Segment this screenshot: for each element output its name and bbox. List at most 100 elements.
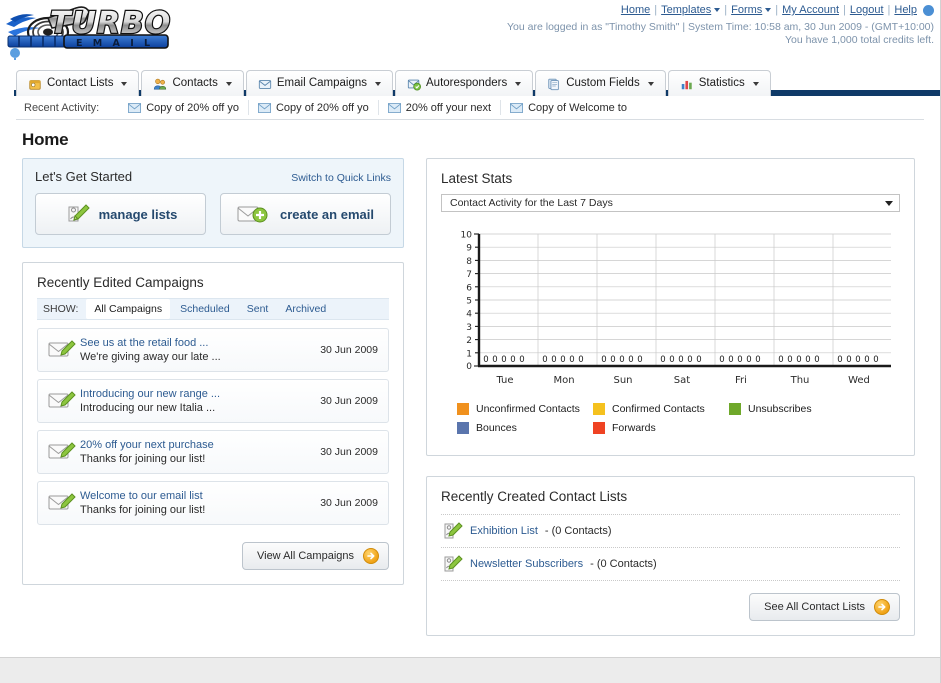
- top-link-home[interactable]: Home: [620, 4, 651, 16]
- legend-swatch: [457, 422, 469, 434]
- recent-activity-item[interactable]: Copy of 20% off yo: [119, 100, 248, 115]
- legend-label: Bounces: [476, 422, 517, 434]
- legend-swatch: [593, 403, 605, 415]
- nav-tab-contact-lists[interactable]: Contact Lists: [16, 70, 140, 96]
- see-all-contact-lists-label: See All Contact Lists: [764, 601, 865, 613]
- svg-text:0: 0: [483, 355, 488, 365]
- campaign-date: 30 Jun 2009: [320, 497, 378, 509]
- campaign-description: Thanks for joining our list!: [80, 504, 206, 516]
- help-dot-icon: [923, 4, 934, 16]
- svg-text:0: 0: [637, 355, 642, 365]
- top-link-forms[interactable]: Forms: [731, 4, 763, 16]
- svg-text:0: 0: [628, 355, 633, 365]
- svg-text:0: 0: [728, 355, 733, 365]
- svg-text:0: 0: [569, 355, 574, 365]
- campaign-subject: 20% off your next purchase: [80, 439, 214, 451]
- campaign-envelope-edit-icon: [48, 391, 76, 408]
- nav-tab-email-campaigns[interactable]: Email Campaigns: [245, 70, 393, 96]
- campaign-subject: Introducing our new range ...: [80, 388, 221, 400]
- legend-swatch: [593, 422, 605, 434]
- create-an-email-button[interactable]: create an email: [220, 193, 391, 235]
- svg-text:0: 0: [619, 355, 624, 365]
- manage-lists-label: manage lists: [98, 206, 178, 222]
- svg-text:5: 5: [466, 297, 472, 307]
- campaign-subject: See us at the retail food ...: [80, 337, 209, 349]
- contact-list-count: - (0 Contacts): [544, 525, 612, 537]
- campaign-description: Thanks for joining our list!: [80, 453, 206, 465]
- footer-strip: [0, 657, 940, 683]
- svg-text:Thu: Thu: [790, 375, 810, 386]
- arrow-right-icon: [363, 548, 379, 564]
- manage-lists-button[interactable]: manage lists: [35, 193, 206, 235]
- filter-archived[interactable]: Archived: [285, 303, 327, 315]
- campaign-envelope-edit-icon: [48, 340, 76, 357]
- top-link-help[interactable]: Help: [894, 4, 917, 16]
- chevron-down-icon: [121, 81, 128, 86]
- envelope-icon: [258, 79, 271, 89]
- view-all-campaigns-button[interactable]: View All Campaigns: [241, 542, 389, 570]
- filter-all-campaigns[interactable]: All Campaigns: [86, 299, 171, 319]
- campaign-filter-row: SHOW: All Campaigns Scheduled Sent Archi…: [37, 298, 389, 320]
- recent-activity-item[interactable]: Copy of Welcome to: [500, 100, 636, 115]
- svg-text:0: 0: [737, 355, 742, 365]
- svg-text:10: 10: [461, 231, 473, 241]
- filter-sent[interactable]: Sent: [246, 303, 269, 315]
- svg-text:0: 0: [846, 355, 851, 365]
- get-started-title: Let's Get Started: [35, 169, 133, 184]
- top-link-templates[interactable]: Templates: [661, 4, 712, 16]
- campaign-row[interactable]: Welcome to our email list Thanks for joi…: [37, 481, 389, 525]
- campaign-row[interactable]: Introducing our new range ... Introducin…: [37, 379, 389, 423]
- svg-text:0: 0: [678, 355, 683, 365]
- left-column: Let's Get Started Switch to Quick Links …: [22, 158, 404, 599]
- svg-text:Tue: Tue: [495, 375, 513, 386]
- chevron-down-icon: [885, 200, 893, 206]
- nav-tab-label: Autoresponders: [426, 76, 508, 89]
- chevron-down-icon: [225, 81, 232, 86]
- svg-text:0: 0: [864, 355, 869, 365]
- autoresponder-icon: [407, 79, 421, 90]
- svg-text:0: 0: [466, 362, 472, 372]
- main-navigation: Contact Lists Contacts Email Campa: [0, 64, 940, 96]
- recently-created-contact-lists-panel: Recently Created Contact Lists Exhibitio…: [426, 476, 915, 636]
- credits-line: You have 1,000 total credits left.: [784, 34, 934, 46]
- svg-text:0: 0: [805, 355, 810, 365]
- session-info: You are logged in as "Timothy Smith" | S…: [507, 21, 934, 47]
- contact-list-row[interactable]: Exhibition List - (0 Contacts): [441, 514, 900, 548]
- legend-item: Unconfirmed Contacts: [457, 403, 593, 415]
- chevron-down-icon: [375, 81, 381, 86]
- nav-tab-custom-fields[interactable]: Custom Fields: [535, 70, 666, 96]
- legend-label: Forwards: [612, 422, 656, 434]
- nav-tab-autoresponders[interactable]: Autoresponders: [395, 70, 534, 96]
- svg-text:0: 0: [669, 355, 674, 365]
- top-link-logout[interactable]: Logout: [849, 4, 884, 16]
- recent-activity-item[interactable]: Copy of 20% off yo: [247, 100, 378, 115]
- top-navigation-links[interactable]: Home | Templates | Forms | My Account | Logout | H…: [621, 4, 934, 16]
- svg-text:Sat: Sat: [674, 375, 690, 386]
- svg-text:0: 0: [746, 355, 751, 365]
- stats-range-select[interactable]: Contact Activity for the Last 7 Days: [441, 194, 900, 212]
- top-link-my-account[interactable]: My Account: [782, 4, 839, 16]
- nav-tab-statistics[interactable]: Statistics: [667, 70, 771, 96]
- recent-activity-item[interactable]: 20% off your next: [377, 100, 500, 115]
- divider: |: [654, 4, 658, 16]
- campaign-description: Introducing our new Italia ...: [80, 402, 216, 414]
- campaign-row[interactable]: 20% off your next purchase Thanks for jo…: [37, 430, 389, 474]
- legend-label: Confirmed Contacts: [612, 403, 705, 415]
- svg-text:0: 0: [755, 355, 760, 365]
- contact-list-row[interactable]: Newsletter Subscribers - (0 Contacts): [441, 548, 900, 581]
- recent-activity-item-label: Copy of 20% off yo: [146, 101, 239, 114]
- svg-text:0: 0: [787, 355, 792, 365]
- switch-to-quick-links[interactable]: Switch to Quick Links: [291, 172, 391, 184]
- svg-text:0: 0: [778, 355, 783, 365]
- svg-text:0: 0: [510, 355, 515, 365]
- chart-legend: Unconfirmed Contacts Confirmed Contacts …: [427, 401, 914, 455]
- filter-scheduled[interactable]: Scheduled: [180, 303, 230, 315]
- nav-tab-contacts[interactable]: Contacts: [141, 70, 244, 96]
- campaign-row[interactable]: See us at the retail food ... We're givi…: [37, 328, 389, 372]
- svg-text:3: 3: [466, 323, 472, 333]
- divider: |: [724, 4, 728, 16]
- campaign-date: 30 Jun 2009: [320, 446, 378, 458]
- campaign-envelope-edit-icon: [48, 442, 76, 459]
- see-all-contact-lists-button[interactable]: See All Contact Lists: [749, 593, 900, 621]
